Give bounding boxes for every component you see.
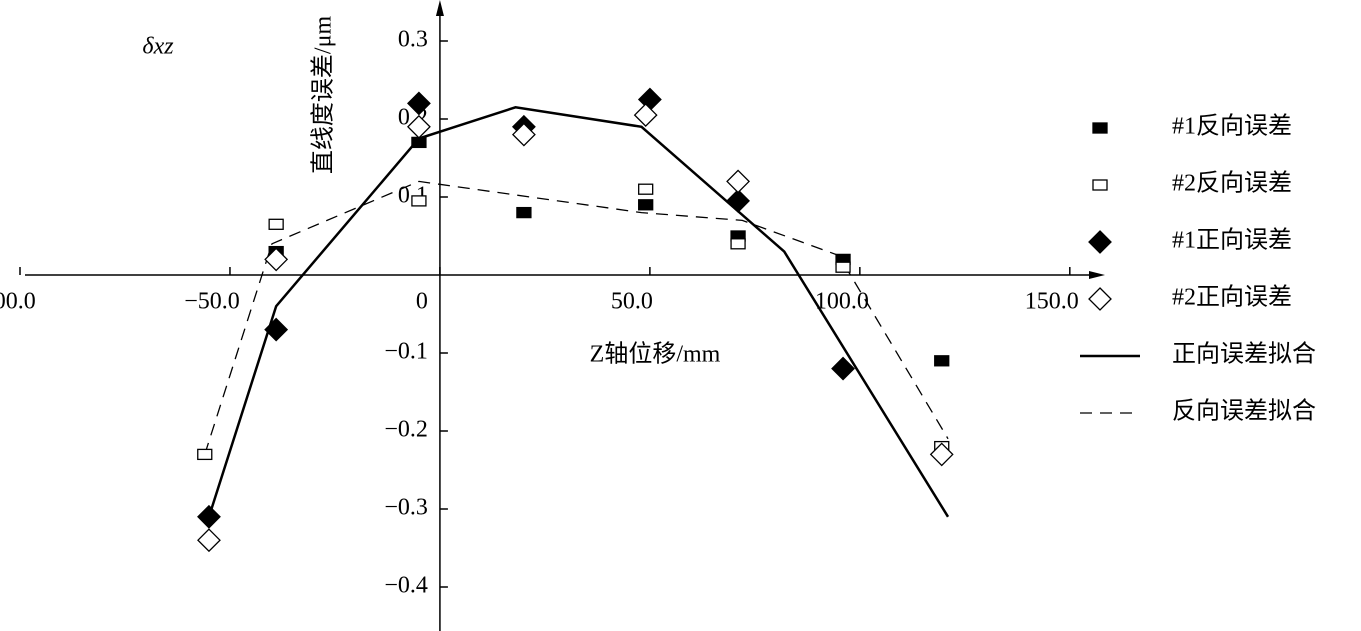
x-tick-label: 150.0: [1025, 289, 1079, 315]
point: [264, 247, 289, 272]
point: [407, 91, 431, 116]
y-tick-label: −0.4: [384, 573, 428, 599]
y-axis-label: 直线度误差/μm: [310, 16, 337, 175]
x-tick-label: 0: [416, 289, 428, 315]
point: [411, 195, 427, 207]
point: [511, 122, 536, 147]
y-axis-arrow: [435, 0, 444, 16]
point: [929, 442, 954, 467]
fit-line: [204, 180, 949, 455]
legend-label: #1正向误差: [1172, 227, 1292, 254]
point: [638, 183, 654, 195]
point: [726, 169, 750, 194]
annotation: δxz: [142, 34, 174, 60]
x-axis-arrow: [1089, 271, 1105, 279]
point: [197, 528, 221, 553]
point: [730, 238, 746, 250]
legend-label: #1反向误差: [1172, 113, 1292, 140]
point: [411, 136, 427, 149]
legend-label: 反向误差拟合: [1172, 398, 1316, 425]
x-tick-label: 50.0: [611, 289, 653, 315]
point: [633, 103, 658, 128]
point: [268, 218, 284, 230]
legend-label: #2正向误差: [1172, 284, 1292, 311]
point: [638, 199, 654, 211]
point: [835, 261, 851, 273]
point: [726, 188, 750, 213]
point: [197, 504, 221, 529]
y-tick-label: 0.3: [398, 27, 428, 53]
point: [831, 356, 855, 381]
point: [407, 114, 431, 139]
fit-line: [207, 106, 950, 518]
legend-marker: [1088, 230, 1112, 254]
point: [197, 448, 213, 461]
y-tick-label: −0.3: [384, 495, 428, 521]
legend-marker: [1092, 122, 1108, 134]
x-tick-label: 100.0: [815, 289, 869, 315]
x-axis-label: Z轴位移/mm: [590, 341, 721, 368]
point: [934, 355, 950, 367]
x-tick-label: −100.0: [0, 289, 36, 315]
legend-label: #2反向误差: [1172, 170, 1292, 197]
x-tick-label: −50.0: [184, 289, 240, 315]
legend-marker: [1088, 287, 1112, 311]
legend-marker: [1092, 179, 1108, 191]
y-tick-label: −0.1: [384, 339, 428, 365]
point: [516, 206, 532, 219]
legend-label: 正向误差拟合: [1172, 341, 1316, 368]
y-tick-label: −0.2: [384, 417, 428, 443]
point: [264, 317, 289, 342]
